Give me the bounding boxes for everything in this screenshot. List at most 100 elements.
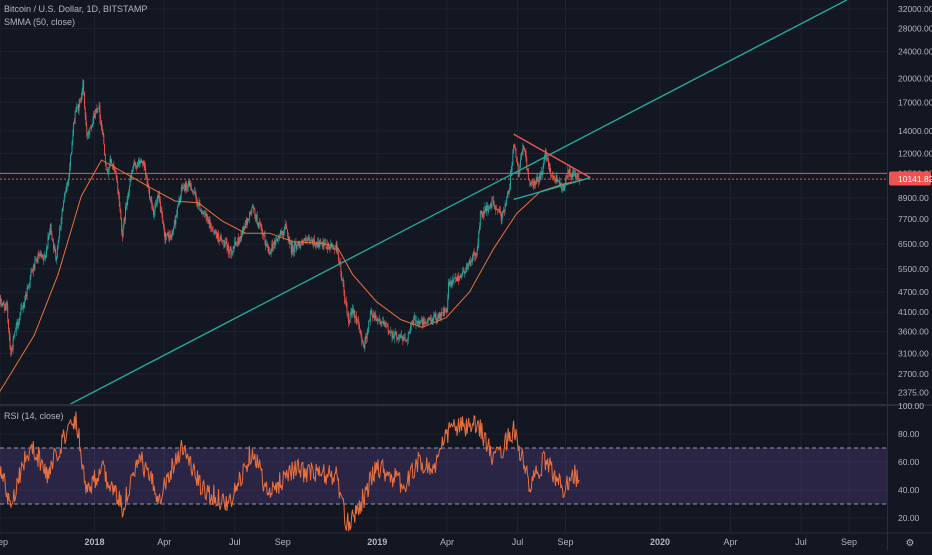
candle-body [577, 174, 578, 178]
candle-body [467, 265, 468, 266]
candle-body [120, 206, 121, 212]
candle [220, 232, 221, 241]
candle-body [534, 180, 535, 185]
candle [106, 169, 107, 170]
candle-body [520, 159, 521, 165]
candle-body [399, 338, 400, 339]
candle-body [194, 191, 195, 193]
candle [498, 208, 499, 212]
candle-body [5, 306, 6, 311]
candle-body [23, 307, 24, 308]
candle [385, 323, 386, 328]
candle-body [53, 242, 54, 249]
candle-body [280, 231, 281, 236]
candle [362, 338, 363, 343]
candle [52, 239, 53, 242]
candle [119, 192, 120, 207]
candle-body [158, 195, 159, 196]
candle-body [281, 231, 282, 234]
candle [475, 253, 476, 261]
candle-body [559, 181, 560, 184]
candle-body [364, 346, 365, 348]
candle [396, 331, 397, 342]
price-tick-label: 28000.00 [898, 24, 932, 34]
candle-body [539, 176, 540, 182]
candle [488, 205, 489, 216]
candle [190, 180, 191, 190]
candle [519, 171, 520, 177]
candle-body [112, 164, 113, 166]
candle [496, 205, 497, 211]
candle [314, 235, 315, 246]
candle-body [460, 275, 461, 277]
candle-body [531, 182, 532, 183]
candle-body [6, 304, 7, 306]
candle [380, 319, 381, 325]
candle-body [440, 313, 441, 316]
candle [531, 180, 532, 188]
candle-body [557, 181, 558, 182]
candle-body [283, 232, 284, 236]
candle [400, 333, 401, 339]
candle [47, 246, 48, 251]
candle-body [372, 315, 373, 318]
candle-body [58, 243, 59, 248]
candle [148, 183, 149, 193]
candle-body [571, 176, 572, 178]
candle-body [261, 228, 262, 230]
candle-body [234, 242, 235, 248]
candle [322, 242, 323, 249]
candle [387, 323, 388, 327]
candle-body [478, 243, 479, 249]
candle-body [207, 218, 208, 220]
candle [526, 156, 527, 170]
candle [111, 159, 112, 165]
candle [254, 207, 255, 209]
candle [478, 230, 479, 247]
candle [126, 203, 127, 211]
candle-body [352, 309, 353, 314]
candle-body [130, 178, 131, 179]
candle-body [258, 223, 259, 227]
candle-body [66, 186, 67, 192]
candle [530, 182, 531, 186]
candle-body [21, 307, 22, 308]
candle [524, 147, 525, 152]
candle-body [249, 212, 250, 219]
candle [195, 188, 196, 196]
candle [558, 179, 559, 182]
candle-body [106, 163, 107, 170]
candle-body [200, 210, 201, 211]
settings-gear-icon[interactable]: ⚙ [906, 538, 915, 549]
candle-body [85, 107, 86, 116]
candle-body [341, 273, 342, 280]
candle [165, 232, 166, 244]
candle [275, 237, 276, 249]
candle [92, 123, 93, 127]
candle-body [7, 306, 8, 320]
candle [484, 210, 485, 217]
candle-body [540, 172, 541, 178]
candle [42, 254, 43, 260]
candle [6, 301, 7, 310]
candle [536, 177, 537, 185]
candle-body [567, 178, 568, 179]
candle [224, 239, 225, 247]
candle-body [198, 205, 199, 206]
candle [171, 234, 172, 240]
candle [423, 316, 424, 327]
candle [7, 302, 8, 324]
candle [335, 246, 336, 250]
candle-body [230, 247, 231, 254]
candle-body [13, 337, 14, 338]
candle-body [454, 278, 455, 280]
candle-body [375, 315, 376, 319]
candle [488, 205, 489, 213]
candle-body [163, 223, 164, 227]
candle [41, 253, 42, 258]
candle-body [438, 315, 439, 319]
candle-body [377, 320, 378, 321]
candle-body [78, 107, 79, 112]
